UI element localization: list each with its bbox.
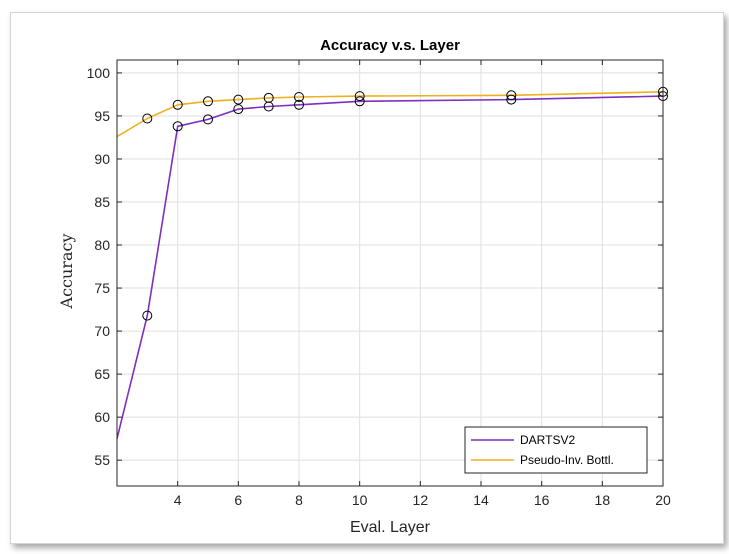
chart-title: Accuracy v.s. Layer [320, 37, 460, 54]
data-point-dartsv2 [142, 310, 153, 321]
y-axis-label: Accuracy [57, 234, 76, 310]
data-point-pseudo-inv-bottl [142, 113, 153, 124]
x-tick-label: 14 [473, 492, 489, 508]
y-tick-label: 75 [94, 280, 110, 296]
x-axis-label: Eval. Layer [350, 519, 431, 536]
data-point-dartsv2 [354, 96, 365, 107]
data-point-dartsv2 [294, 99, 304, 110]
data-point-dartsv2 [172, 121, 183, 132]
legend-label-dartsv2: DARTSV2 [520, 433, 575, 447]
axis-ticks: 4 6 8 10 12 14 16 18 20 55 60 65 70 75 80 85 90 95 100 [87, 60, 671, 508]
data-point-pseudo-inv-bottl [354, 91, 365, 102]
y-tick-label: 70 [94, 323, 110, 339]
y-tick-label: 90 [94, 151, 110, 167]
y-tick-label: 60 [94, 409, 110, 425]
y-tick-label: 100 [87, 65, 111, 81]
x-tick-label: 18 [595, 492, 611, 508]
series-line-dartsv2 [116, 95, 664, 439]
x-tick-label: 4 [174, 492, 182, 508]
x-tick-label: 8 [295, 492, 303, 508]
y-tick-label: 95 [94, 108, 110, 124]
data-point-pseudo-inv-bottl [233, 94, 244, 105]
data-point-pseudo-inv-bottl [203, 96, 213, 107]
x-tick-label: 6 [234, 492, 242, 508]
series-lines [116, 91, 664, 439]
y-tick-label: 85 [94, 194, 110, 210]
data-point-pseudo-inv-bottl [294, 92, 304, 102]
data-point-dartsv2 [203, 114, 213, 125]
grid [117, 60, 664, 486]
x-tick-label: 10 [352, 492, 368, 508]
data-point-pseudo-inv-bottl [506, 90, 517, 101]
data-point-pseudo-inv-bottl [172, 99, 183, 110]
x-tick-label: 16 [534, 492, 550, 508]
legend-label-pseudo-inv: Pseudo-Inv. Bottl. [520, 453, 614, 467]
legend-box [464, 426, 648, 474]
y-tick-label: 80 [94, 237, 110, 253]
x-tick-label: 20 [655, 492, 671, 508]
plot-area-border [116, 59, 664, 487]
y-tick-label: 55 [94, 452, 110, 468]
data-point-dartsv2 [506, 94, 517, 105]
data-point-pseudo-inv-bottl [263, 92, 274, 103]
series-markers [142, 86, 668, 321]
series-line-pseudo-inv-bottl [116, 91, 664, 138]
x-tick-label: 12 [413, 492, 429, 508]
legend: DARTSV2 Pseudo-Inv. Bottl. [464, 426, 648, 474]
y-tick-label: 65 [94, 366, 110, 382]
